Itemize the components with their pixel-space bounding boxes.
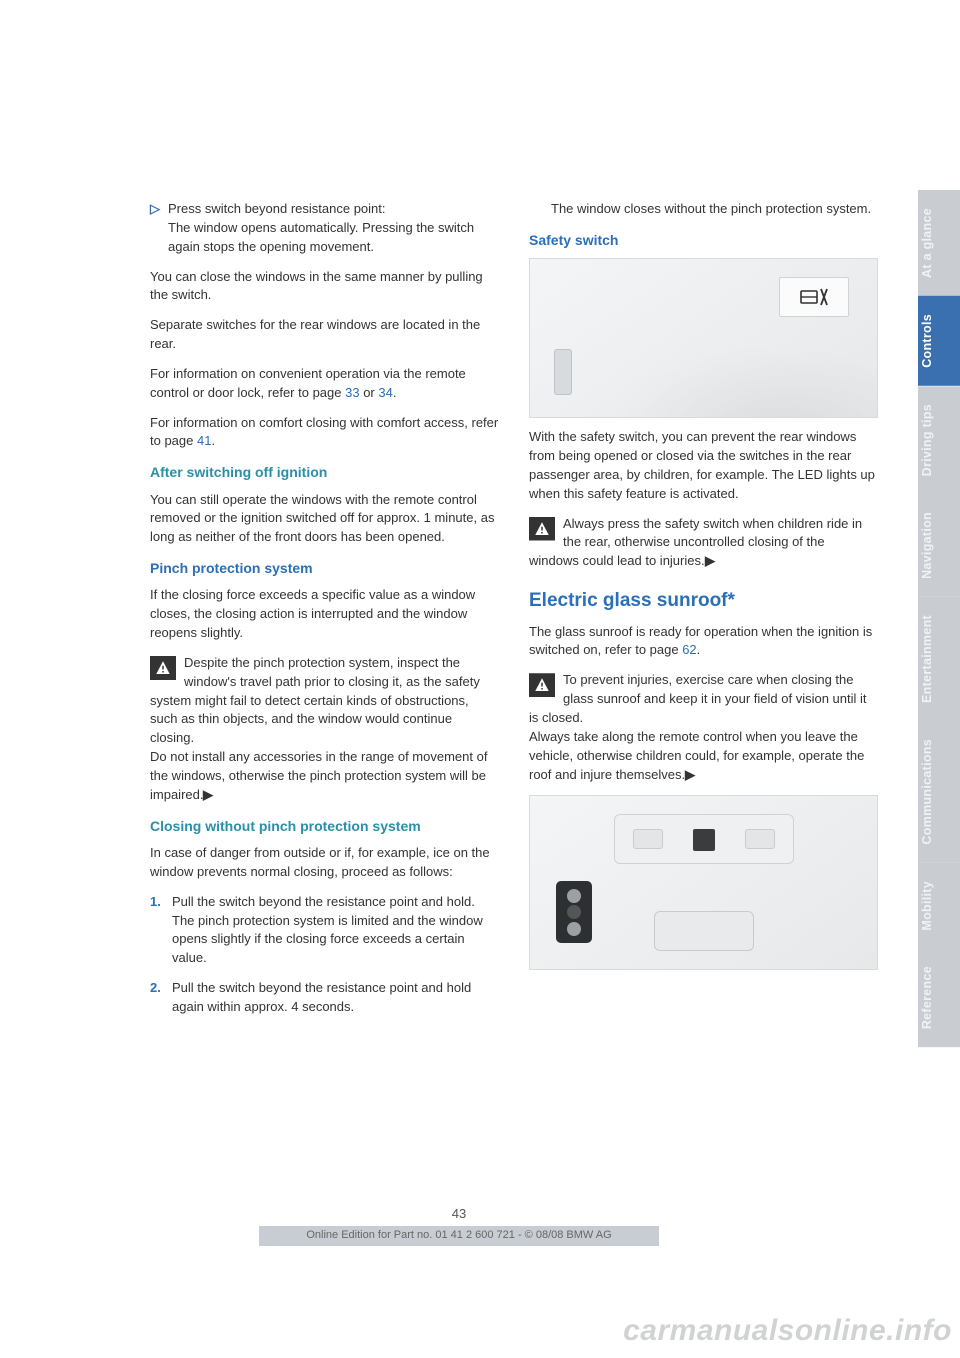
step-text: Pull the switch beyond the resistance po… [172,979,499,1017]
page-link-34[interactable]: 34 [378,385,392,400]
para-rear-switches: Separate switches for the rear windows a… [150,316,499,354]
rearview-mirror [654,911,754,951]
para-after-ignition: You can still operate the windows with t… [150,491,499,548]
step-text: Pull the switch beyond the resistance po… [172,893,499,968]
warning-icon [150,656,176,680]
overhead-sunroof-switch [693,829,715,851]
text: . [697,642,701,657]
control-dot [567,905,581,919]
heading-pinch-protection: Pinch protection system [150,558,499,578]
control-dot [567,922,581,936]
page-number: 43 [0,1205,918,1224]
tab-reference[interactable]: Reference [918,948,960,1047]
warning-icon [529,673,555,697]
watermark-text: carmanualsonline.info [623,1309,952,1353]
overhead-button-right [745,829,775,849]
overhead-button-left [633,829,663,849]
control-dot [567,889,581,903]
tab-mobility[interactable]: Mobility [918,863,960,949]
illustration-shading [530,327,877,417]
section-tabs: At a glance Controls Driving tips Naviga… [918,0,960,1358]
warning-sunroof: To prevent injuries, exercise care when … [529,671,878,784]
right-column: The window closes without the pinch prot… [529,200,878,1318]
tab-navigation[interactable]: Navigation [918,494,960,597]
tab-communications[interactable]: Communications [918,721,960,863]
bullet-marker: ▷ [150,200,168,257]
sunroof-control-closeup [556,881,592,943]
para-pinch-protection: If the closing force exceeds a specific … [150,586,499,643]
content-area: ▷ Press switch beyond resistance point: … [0,0,918,1358]
window-disable-icon [800,286,828,308]
heading-safety-switch: Safety switch [529,230,878,250]
para-closes-without-pinch: The window closes without the pinch prot… [551,200,878,219]
ordered-step-1: 1. Pull the switch beyond the resistance… [150,893,499,968]
tab-driving-tips[interactable]: Driving tips [918,386,960,494]
para-closing-without: In case of danger from outside or if, fo… [150,844,499,882]
warning-icon [529,517,555,541]
para-safety-switch: With the safety switch, you can prevent … [529,428,878,503]
page-link-62[interactable]: 62 [682,642,696,657]
bullet-item: ▷ Press switch beyond resistance point: … [150,200,499,257]
heading-after-ignition: After switching off ignition [150,462,499,482]
safety-switch-button [779,277,849,317]
end-marker: ◀ [203,786,213,805]
warning-text: To prevent injuries, exercise care when … [529,672,867,781]
text: The glass sunroof is ready for operation… [529,624,872,658]
footer-edition-line: Online Edition for Part no. 01 41 2 600 … [259,1226,659,1246]
page-footer: 43 Online Edition for Part no. 01 41 2 6… [0,1205,918,1246]
step-number: 2. [150,979,172,1017]
para-comfort-access: For information on comfort closing with … [150,414,499,452]
warning-text: Always press the safety switch when chil… [529,516,862,569]
step-number: 1. [150,893,172,968]
overhead-console [614,814,794,864]
bullet-text: Press switch beyond resistance point: Th… [168,200,499,257]
left-column: ▷ Press switch beyond resistance point: … [150,200,499,1318]
text: . [211,433,215,448]
warning-pinch: Despite the pinch protection system, ins… [150,654,499,805]
page-root: ▷ Press switch beyond resistance point: … [0,0,960,1358]
text: or [360,385,379,400]
warning-text: Despite the pinch protection system, ins… [150,655,487,802]
ordered-step-2: 2. Pull the switch beyond the resistance… [150,979,499,1017]
door-window-switch [554,349,572,395]
figure-sunroof-controls [529,795,878,970]
text: For information on convenient operation … [150,366,466,400]
figure-safety-switch [529,258,878,418]
page-link-41[interactable]: 41 [197,433,211,448]
para-convenient-op: For information on convenient operation … [150,365,499,403]
tab-entertainment[interactable]: Entertainment [918,597,960,721]
tab-at-a-glance[interactable]: At a glance [918,190,960,296]
para-close-windows: You can close the windows in the same ma… [150,268,499,306]
para-sunroof-ready: The glass sunroof is ready for operation… [529,623,878,661]
heading-electric-sunroof: Electric glass sunroof* [529,587,878,615]
heading-closing-without-pinch: Closing without pinch protection system [150,816,499,836]
page-link-33[interactable]: 33 [345,385,359,400]
end-marker: ◀ [685,766,695,785]
tab-controls[interactable]: Controls [918,296,960,386]
text: . [393,385,397,400]
warning-safety: Always press the safety switch when chil… [529,515,878,572]
end-marker: ◀ [705,552,715,571]
